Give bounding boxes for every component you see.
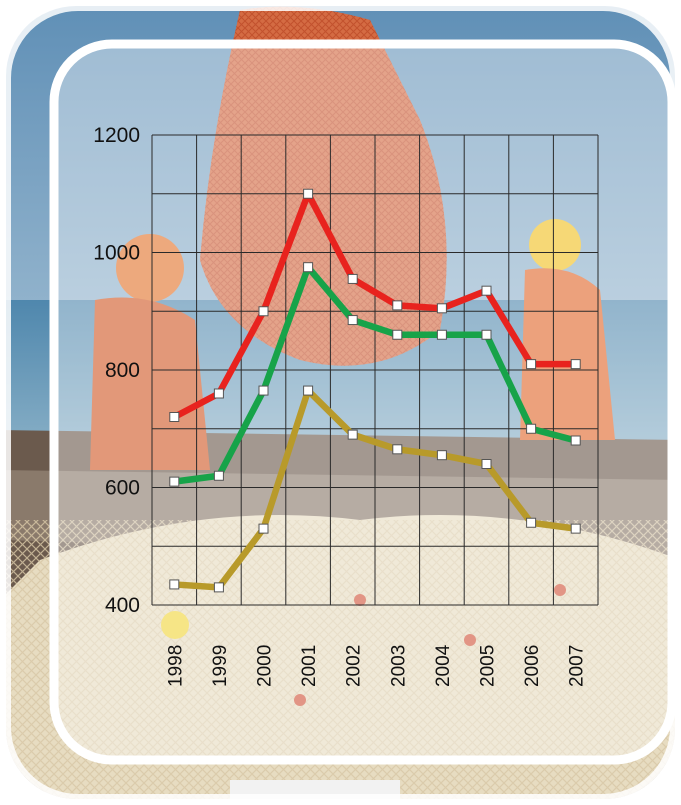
data-point-marker xyxy=(392,329,403,340)
data-point-marker xyxy=(392,300,403,311)
x-tick-label: 2003 xyxy=(388,645,409,687)
data-point-marker xyxy=(169,579,180,590)
series-line xyxy=(171,387,579,591)
data-point-marker xyxy=(570,523,581,534)
data-point-marker xyxy=(213,388,224,399)
data-point-marker xyxy=(303,188,314,199)
data-point-marker xyxy=(258,385,269,396)
data-point-marker xyxy=(347,429,358,440)
data-point-marker xyxy=(481,459,492,469)
y-tick-label: 1200 xyxy=(93,124,140,147)
data-point-marker xyxy=(392,444,403,455)
tick-labels: 400 600 800 1000 1200 1998 1999 2000 2001 2002 200… xyxy=(93,124,587,687)
x-tick-label: 2001 xyxy=(299,645,320,687)
x-tick-label: 1998 xyxy=(165,645,186,687)
data-point-marker xyxy=(526,423,537,434)
x-tick-label: 2004 xyxy=(433,644,454,687)
y-tick-label: 1000 xyxy=(93,242,140,265)
data-point-marker xyxy=(258,306,269,317)
data-point-marker xyxy=(526,517,537,528)
data-point-marker xyxy=(258,523,269,534)
data-point-marker xyxy=(436,329,447,340)
x-tick-label: 2005 xyxy=(478,645,499,687)
data-point-marker xyxy=(347,315,358,326)
x-tick-label: 1999 xyxy=(210,645,231,687)
data-point-marker xyxy=(526,359,537,370)
data-point-marker xyxy=(481,285,492,296)
data-point-marker xyxy=(169,476,180,487)
series-group xyxy=(169,188,581,593)
series-line xyxy=(171,263,579,485)
data-point-marker xyxy=(213,470,224,481)
plot-grid xyxy=(151,134,599,606)
inner-panel xyxy=(49,39,677,765)
y-tick-label: 400 xyxy=(105,594,140,617)
x-tick-label: 2000 xyxy=(255,645,276,687)
data-point-marker xyxy=(481,329,492,340)
x-tick-label: 2006 xyxy=(522,645,543,687)
data-point-marker xyxy=(213,582,224,593)
y-tick-label: 600 xyxy=(105,477,140,500)
x-tick-label: 2007 xyxy=(567,645,588,687)
data-point-marker xyxy=(436,450,447,461)
data-point-marker xyxy=(303,262,314,273)
data-point-marker xyxy=(570,359,581,370)
data-point-marker xyxy=(303,385,314,396)
y-tick-label: 800 xyxy=(105,359,140,382)
series-line xyxy=(171,190,579,421)
data-point-marker xyxy=(436,303,447,314)
data-point-marker xyxy=(169,412,180,422)
x-tick-label: 2002 xyxy=(344,645,365,687)
data-point-marker xyxy=(570,435,581,446)
data-point-marker xyxy=(347,273,358,284)
